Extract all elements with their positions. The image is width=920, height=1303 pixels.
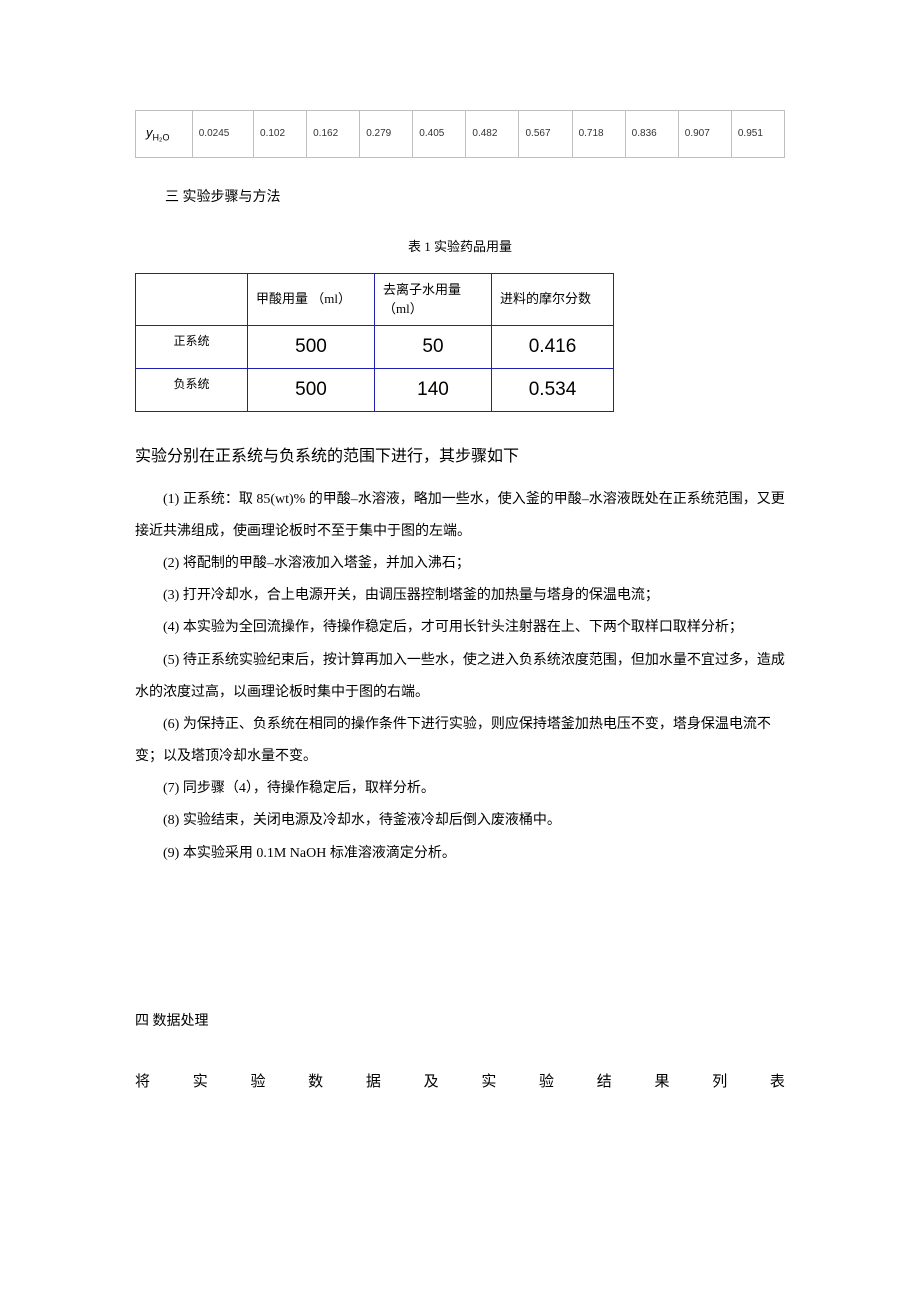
table-row: 负系统 500 140 0.534	[136, 368, 614, 411]
char: 验	[539, 1070, 554, 1091]
col-empty	[136, 273, 248, 325]
step-1: (1) 正系统：取 85(wt)% 的甲酸–水溶液，略加一些水，使入釜的甲酸–水…	[135, 484, 785, 548]
cell: 0.482	[466, 111, 519, 158]
cell: 500	[248, 368, 375, 411]
cell: 0.567	[519, 111, 572, 158]
cell: 140	[375, 368, 492, 411]
step-3: (3) 打开冷却水，合上电源开关，由调压器控制塔釜的加热量与塔身的保温电流；	[135, 580, 785, 612]
col-mole-fraction: 进料的摩尔分数	[492, 273, 614, 325]
char: 列	[712, 1070, 727, 1091]
step-4: (4) 本实验为全回流操作，待操作稳定后，才可用长针头注射器在上、下两个取样口取…	[135, 612, 785, 644]
char: 将	[135, 1070, 150, 1091]
char: 结	[597, 1070, 612, 1091]
step-2: (2) 将配制的甲酸–水溶液加入塔釜，并加入沸石；	[135, 548, 785, 580]
cell: 0.102	[254, 111, 307, 158]
char: 果	[654, 1070, 669, 1091]
cell: 0.279	[360, 111, 413, 158]
cell: 0.534	[492, 368, 614, 411]
row-label: yH₂O	[136, 111, 193, 158]
col-formic-acid: 甲酸用量 （ml）	[248, 273, 375, 325]
step-5: (5) 待正系统实验纪束后，按计算再加入一些水，使之进入负系统浓度范围，但加水量…	[135, 645, 785, 709]
cell: 0.718	[572, 111, 625, 158]
step-8: (8) 实验结束，关闭电源及冷却水，待釜液冷却后倒入废液桶中。	[135, 805, 785, 837]
cell: 0.0245	[192, 111, 253, 158]
col-water: 去离子水用量（ml）	[375, 273, 492, 325]
char: 数	[308, 1070, 323, 1091]
section-4-title: 四 数据处理	[135, 1010, 785, 1030]
reagent-table: 甲酸用量 （ml） 去离子水用量（ml） 进料的摩尔分数 正系统 500 50 …	[135, 273, 614, 412]
row-label: 负系统	[136, 368, 248, 411]
cell: 0.951	[731, 111, 784, 158]
cell: 50	[375, 325, 492, 368]
char: 及	[424, 1070, 439, 1091]
section-3-title: 三 实验步骤与方法	[165, 186, 785, 206]
char: 据	[366, 1070, 381, 1091]
cell: 0.836	[625, 111, 678, 158]
char: 验	[250, 1070, 265, 1091]
cell: 0.907	[678, 111, 731, 158]
lead-sentence: 实验分别在正系统与负系统的范围下进行，其步骤如下	[135, 442, 785, 466]
cell: 500	[248, 325, 375, 368]
cell: 0.405	[413, 111, 466, 158]
table-row: 正系统 500 50 0.416	[136, 325, 614, 368]
char: 实	[193, 1070, 208, 1091]
step-6: (6) 为保持正、负系统在相同的操作条件下进行实验，则应保持塔釜加热电压不变，塔…	[135, 709, 785, 773]
table-header-row: 甲酸用量 （ml） 去离子水用量（ml） 进料的摩尔分数	[136, 273, 614, 325]
step-7: (7) 同步骤（4），待操作稳定后，取样分析。	[135, 773, 785, 805]
char: 表	[770, 1070, 785, 1091]
y-h2o-table: yH₂O 0.0245 0.102 0.162 0.279 0.405 0.48…	[135, 110, 785, 158]
cell: 0.416	[492, 325, 614, 368]
row-label: 正系统	[136, 325, 248, 368]
table-1-caption: 表 1 实验药品用量	[135, 236, 785, 255]
table-row: yH₂O 0.0245 0.102 0.162 0.279 0.405 0.48…	[136, 111, 785, 158]
cell: 0.162	[307, 111, 360, 158]
char: 实	[481, 1070, 496, 1091]
step-9: (9) 本实验采用 0.1M NaOH 标准溶液滴定分析。	[135, 838, 785, 870]
justified-sentence: 将 实 验 数 据 及 实 验 结 果 列 表	[135, 1070, 785, 1091]
